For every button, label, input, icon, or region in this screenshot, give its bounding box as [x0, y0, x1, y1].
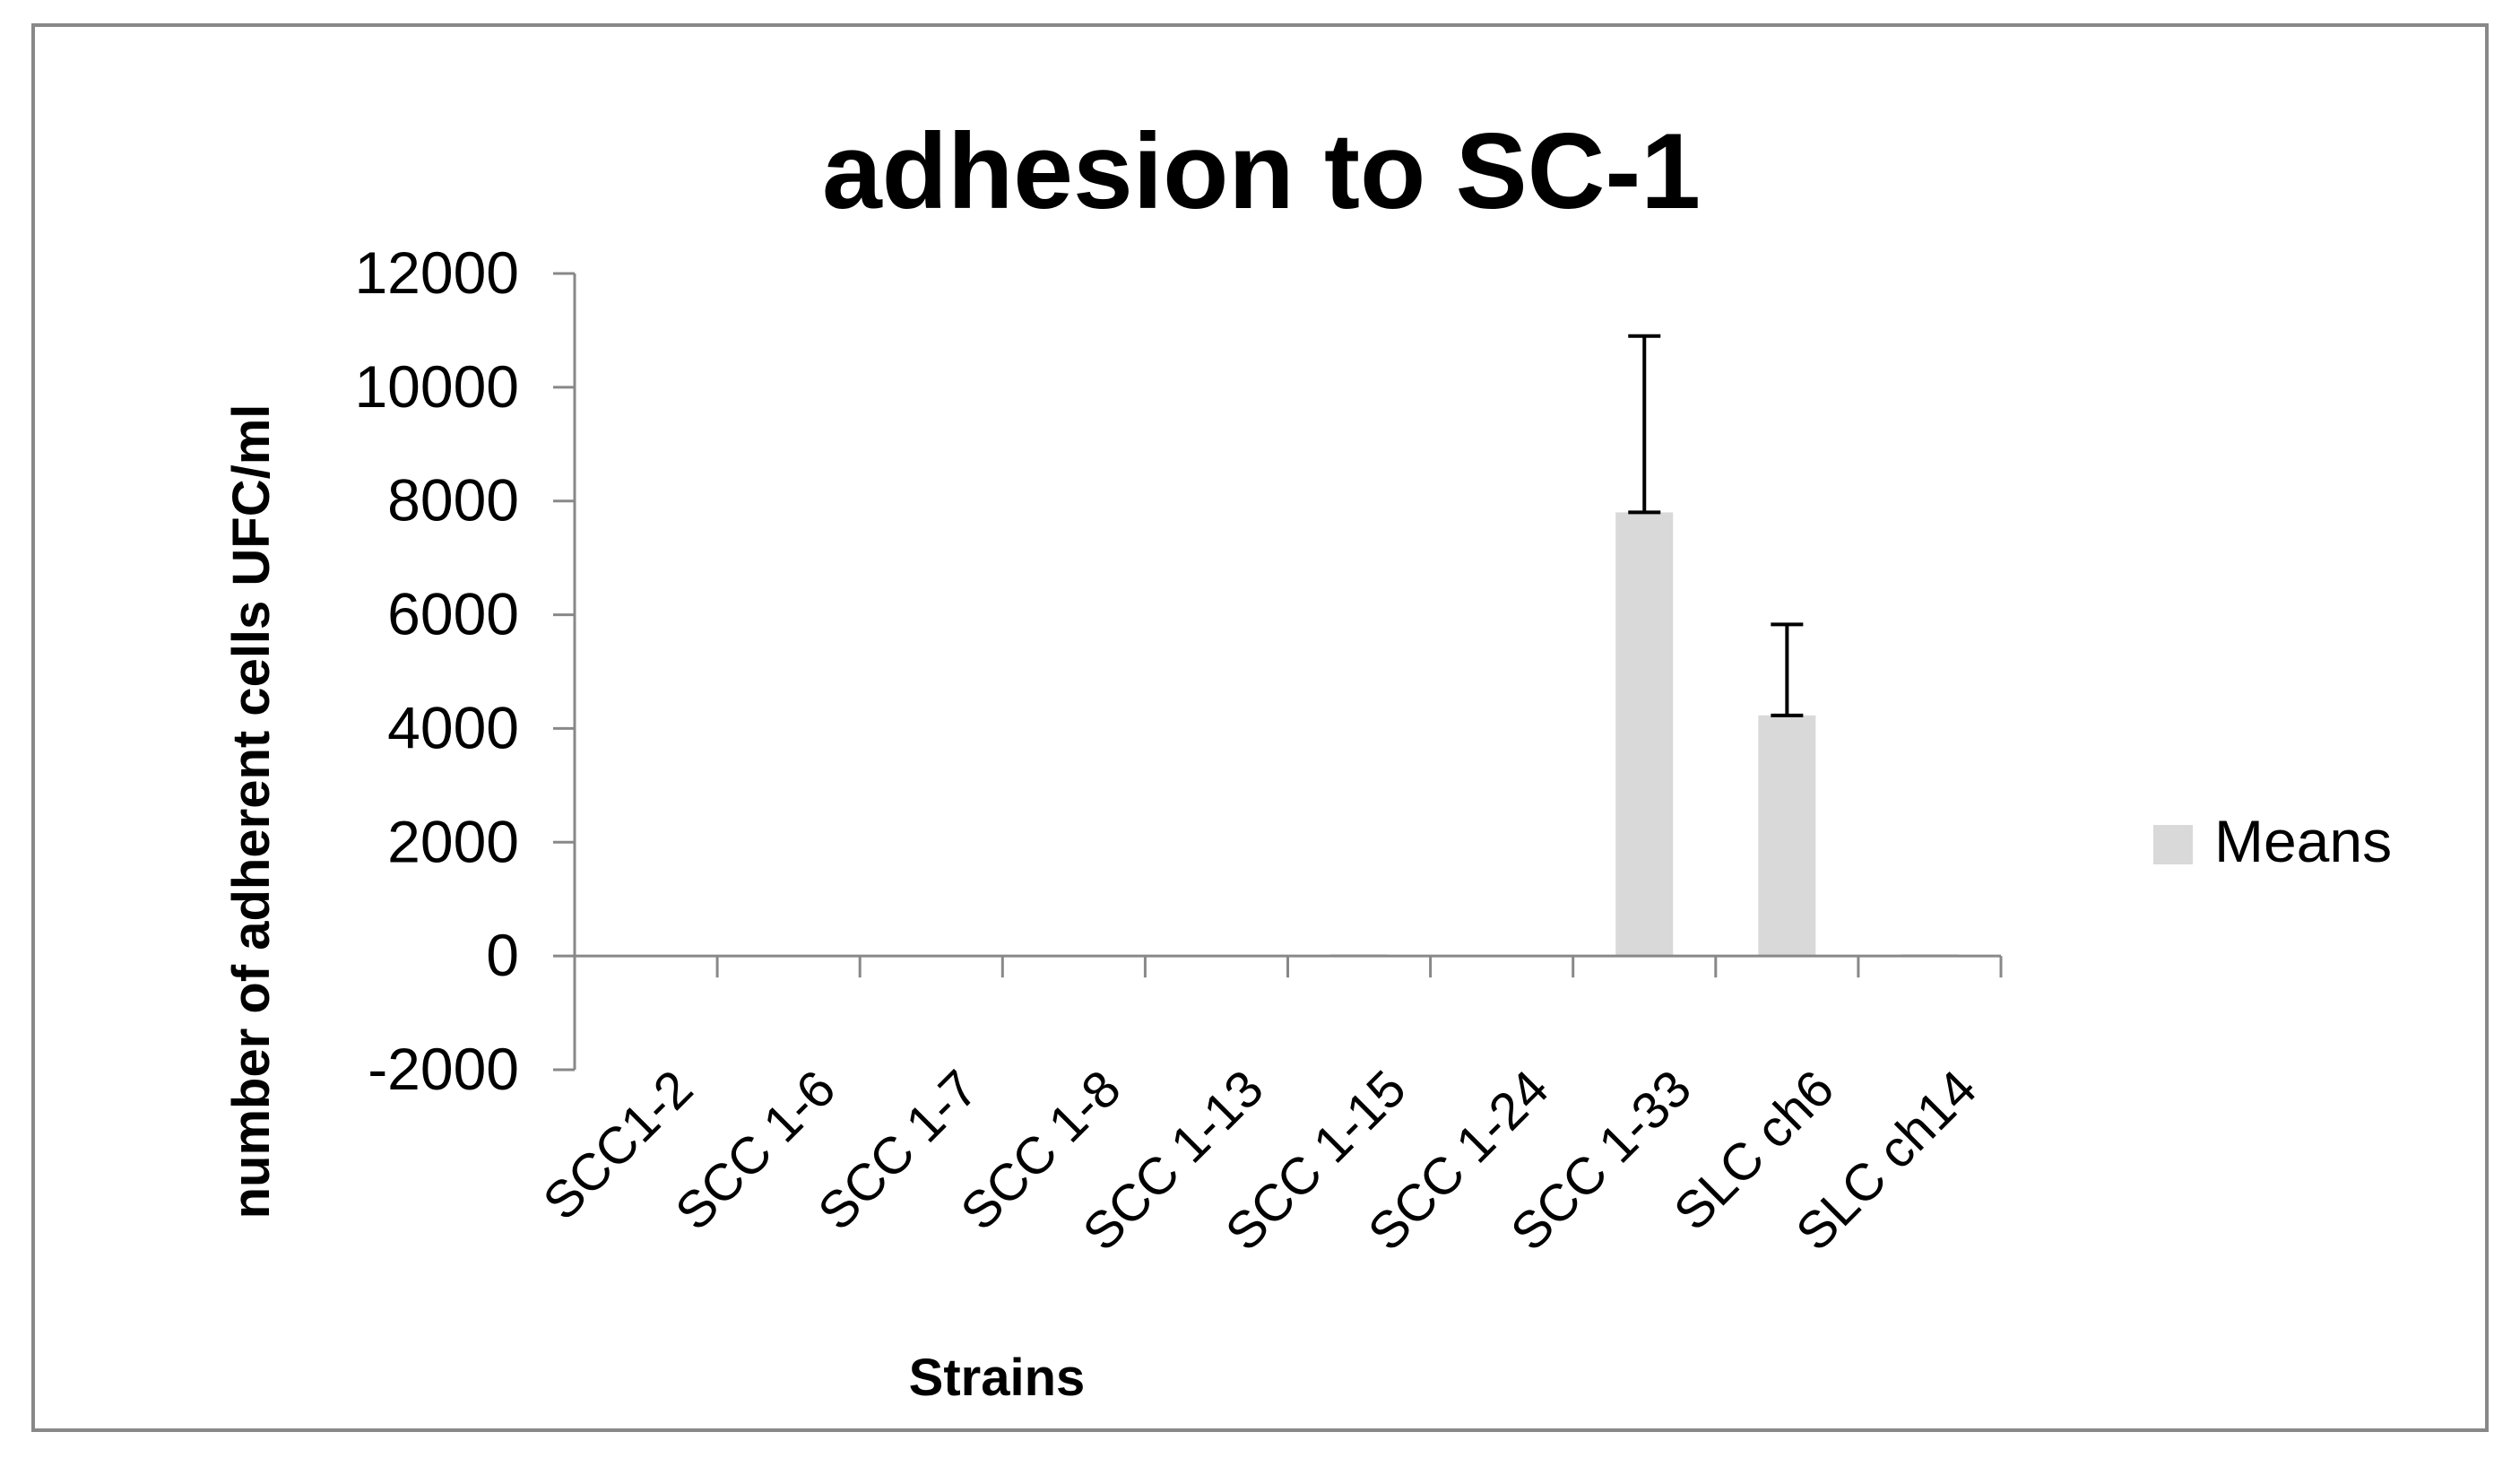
legend-label: Means	[2214, 808, 2392, 874]
y-tick-label: 10000	[354, 353, 519, 420]
y-axis-ticks: 12000 10000 8000 6000 4000 2000 0 -2000	[354, 239, 575, 1102]
y-tick-label: 2000	[387, 808, 519, 874]
bar	[1615, 512, 1674, 957]
y-tick-label: -2000	[368, 1036, 519, 1102]
error-bars	[1628, 334, 1804, 717]
y-tick-label: 12000	[354, 239, 519, 306]
bar	[1758, 715, 1816, 957]
legend-swatch	[2153, 825, 2193, 864]
chart-title: adhesion to SC-1	[822, 111, 1701, 231]
y-tick-label: 0	[486, 922, 519, 988]
y-tick-label: 8000	[387, 467, 519, 534]
y-tick-label: 6000	[387, 581, 519, 647]
chart-border	[31, 23, 2489, 1432]
legend: Means	[2153, 808, 2392, 874]
y-axis-label: number of adherent cells UFC/ml	[222, 404, 281, 1219]
x-axis-label: Strains	[909, 1349, 1086, 1407]
y-tick-label: 4000	[387, 694, 519, 760]
